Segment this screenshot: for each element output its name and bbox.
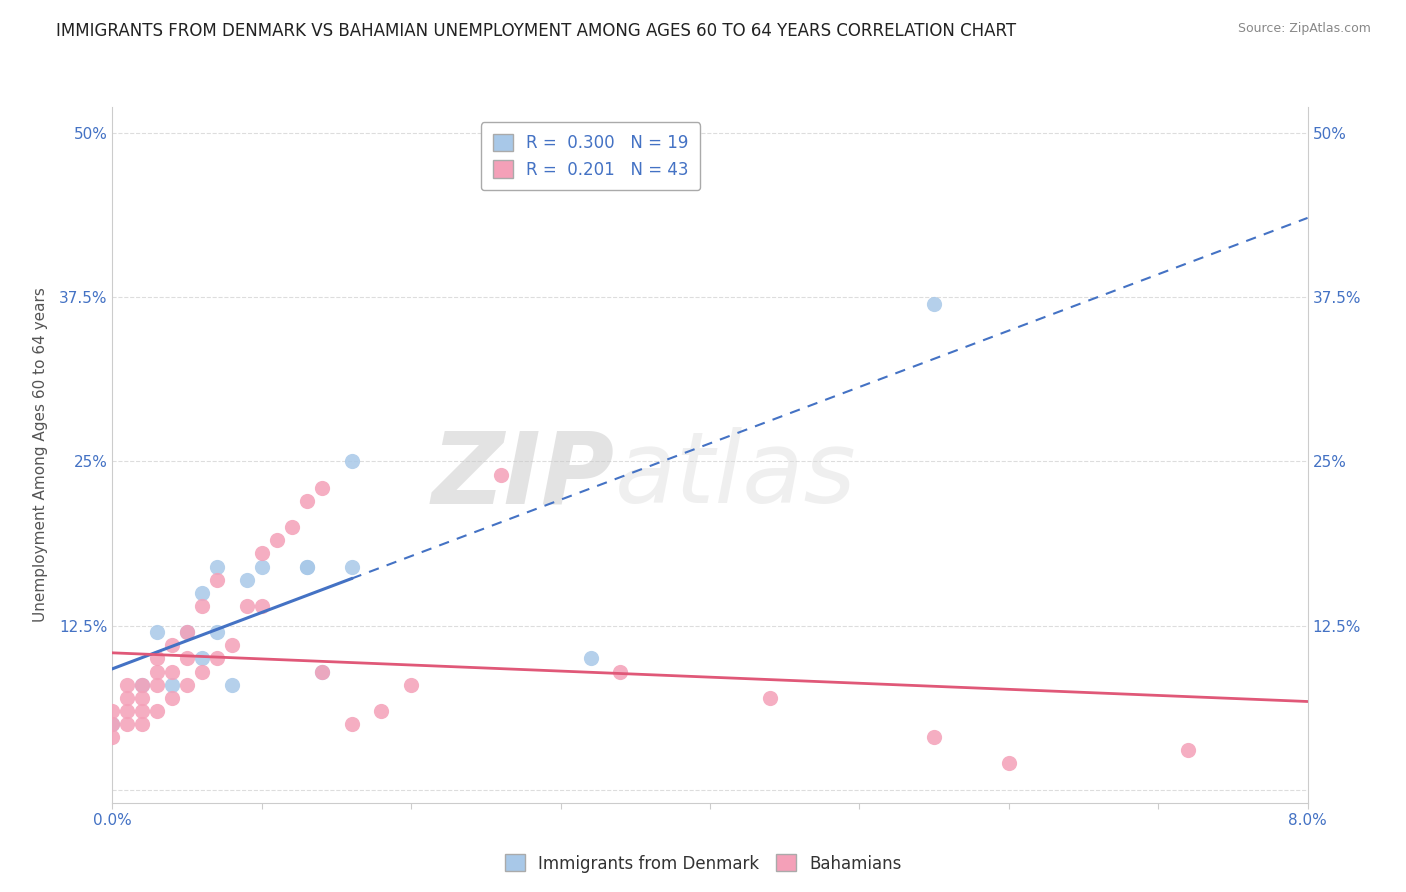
Point — [340, 717, 363, 731]
Point — [489, 467, 512, 482]
Point — [101, 704, 124, 718]
Text: ZIP: ZIP — [432, 427, 614, 524]
Point — [191, 599, 214, 613]
Point — [176, 651, 198, 665]
Point — [146, 625, 169, 640]
Y-axis label: Unemployment Among Ages 60 to 64 years: Unemployment Among Ages 60 to 64 years — [32, 287, 48, 623]
Point — [281, 520, 304, 534]
Point — [117, 678, 139, 692]
Point — [131, 704, 153, 718]
Point — [191, 665, 214, 679]
Point — [579, 651, 602, 665]
Text: atlas: atlas — [614, 427, 856, 524]
Point — [117, 690, 139, 705]
Point — [221, 638, 243, 652]
Point — [250, 599, 273, 613]
Point — [146, 665, 169, 679]
Point — [311, 665, 333, 679]
Point — [162, 690, 183, 705]
Legend: R =  0.300   N = 19, R =  0.201   N = 43: R = 0.300 N = 19, R = 0.201 N = 43 — [481, 122, 700, 190]
Point — [340, 559, 363, 574]
Point — [131, 678, 153, 692]
Point — [370, 704, 392, 718]
Point — [162, 678, 183, 692]
Point — [250, 559, 273, 574]
Point — [191, 586, 214, 600]
Point — [117, 717, 139, 731]
Point — [162, 665, 183, 679]
Point — [131, 678, 153, 692]
Text: Source: ZipAtlas.com: Source: ZipAtlas.com — [1237, 22, 1371, 36]
Point — [221, 678, 243, 692]
Point — [295, 494, 318, 508]
Point — [131, 690, 153, 705]
Point — [101, 717, 124, 731]
Point — [311, 481, 333, 495]
Point — [101, 730, 124, 744]
Point — [146, 678, 169, 692]
Point — [295, 559, 318, 574]
Point — [759, 690, 782, 705]
Point — [998, 756, 1021, 771]
Point — [205, 559, 228, 574]
Point — [1177, 743, 1199, 757]
Point — [609, 665, 631, 679]
Point — [162, 638, 183, 652]
Point — [205, 573, 228, 587]
Point — [922, 297, 945, 311]
Point — [176, 678, 198, 692]
Point — [117, 704, 139, 718]
Point — [131, 717, 153, 731]
Point — [236, 599, 259, 613]
Point — [146, 704, 169, 718]
Point — [295, 559, 318, 574]
Point — [266, 533, 288, 548]
Text: IMMIGRANTS FROM DENMARK VS BAHAMIAN UNEMPLOYMENT AMONG AGES 60 TO 64 YEARS CORRE: IMMIGRANTS FROM DENMARK VS BAHAMIAN UNEM… — [56, 22, 1017, 40]
Point — [176, 625, 198, 640]
Point — [236, 573, 259, 587]
Legend: Immigrants from Denmark, Bahamians: Immigrants from Denmark, Bahamians — [498, 847, 908, 880]
Point — [311, 665, 333, 679]
Point — [250, 546, 273, 560]
Point — [205, 651, 228, 665]
Point — [401, 678, 423, 692]
Point — [191, 651, 214, 665]
Point — [922, 730, 945, 744]
Point — [340, 454, 363, 468]
Point — [176, 625, 198, 640]
Point — [101, 717, 124, 731]
Point — [146, 651, 169, 665]
Point — [205, 625, 228, 640]
